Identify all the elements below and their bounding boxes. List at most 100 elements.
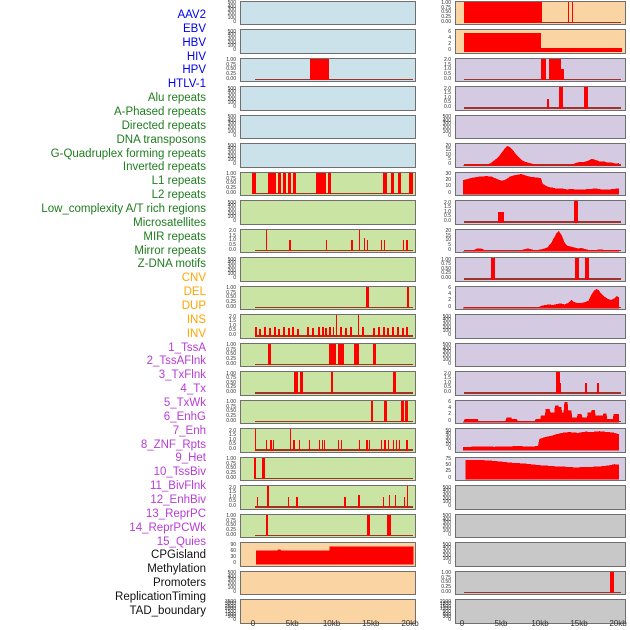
y-tick-label: 0 xyxy=(448,332,451,338)
data-bar xyxy=(254,457,257,479)
track-panel-1_TssA xyxy=(455,57,626,82)
data-area xyxy=(463,431,619,451)
data-bar xyxy=(572,1,574,23)
y-tick-label: 6 xyxy=(448,28,451,35)
data-bar xyxy=(296,496,298,508)
y-tick-label: 400 xyxy=(227,146,236,153)
data-bar xyxy=(292,326,295,337)
track-label-Inverted repeats: Inverted repeats xyxy=(122,161,206,174)
baseline-line xyxy=(464,107,621,109)
track-panel-CPGisland xyxy=(455,485,626,510)
track-panel-2_TssAFlnk xyxy=(455,86,626,111)
y-tick-label: 5 xyxy=(448,156,451,163)
y-tick-label: 1.00 xyxy=(441,256,451,263)
y-tick-label: 1.5 xyxy=(229,318,236,325)
panel-plot-area xyxy=(241,543,415,566)
y-tick-label: 900 xyxy=(442,609,451,616)
data-bar xyxy=(464,1,542,23)
track-panel-4_Tx xyxy=(455,143,626,168)
data-bar xyxy=(265,229,268,251)
data-bar xyxy=(300,372,304,394)
data-bar xyxy=(283,326,285,337)
y-tick-label: 0.75 xyxy=(226,289,236,296)
y-tick-label: 200 xyxy=(227,96,236,103)
y-tick-label: 2.0 xyxy=(229,427,236,434)
data-bar xyxy=(370,400,374,422)
y-tick-label: 2.0 xyxy=(229,313,236,320)
y-tick-label: 0.5 xyxy=(229,441,236,448)
data-bar xyxy=(392,439,395,451)
track-panel-7_Enh xyxy=(455,228,626,253)
data-bar xyxy=(378,326,380,337)
y-tick-label: 400 xyxy=(227,89,236,96)
y-tick-label: 100 xyxy=(442,356,451,363)
data-bar xyxy=(381,439,383,451)
y-tick-label: 500 xyxy=(227,28,236,35)
baseline-line xyxy=(464,392,621,394)
data-bar xyxy=(344,496,346,508)
y-tick-label: 500 xyxy=(227,142,236,149)
data-bar xyxy=(321,439,323,451)
y-axis-ticks: 2.0 1.5 1.0 0.5 0.0 xyxy=(212,314,238,339)
y-axis-ticks: 1.00 0.75 0.50 0.25 0.00 xyxy=(212,172,238,197)
baseline-line xyxy=(255,449,413,451)
track-label-AAV2: AAV2 xyxy=(177,9,206,21)
y-tick-label: 200 xyxy=(442,324,451,331)
y-axis-ticks: 75 50 25 0 xyxy=(427,457,453,482)
track-label-12_EnhBiv: 12_EnhBiv xyxy=(150,493,206,506)
y-tick-label: 0 xyxy=(448,617,451,623)
y-tick-label: 400 xyxy=(442,488,451,495)
y-tick-label: 0 xyxy=(233,588,236,595)
y-tick-label: 200 xyxy=(227,581,236,588)
data-bar xyxy=(287,327,290,337)
y-tick-label: 100 xyxy=(227,584,236,591)
track-label-Alu repeats: Alu repeats xyxy=(147,92,206,105)
track-label-Microsatellites: Microsatellites xyxy=(133,216,206,229)
y-tick-label: 30 xyxy=(445,434,451,441)
data-bar xyxy=(387,327,390,337)
y-tick-label: 0.50 xyxy=(441,9,451,16)
y-tick-label: 500 xyxy=(442,114,451,120)
y-tick-label: 500 xyxy=(442,313,451,320)
y-tick-label: 1.00 xyxy=(226,513,236,519)
y-tick-label: 30 xyxy=(445,171,451,177)
y-tick-label: 0.75 xyxy=(226,375,236,382)
y-tick-label: 0.25 xyxy=(441,270,451,277)
y-tick-label: 400 xyxy=(442,516,451,523)
y-tick-label: 4 xyxy=(448,34,451,41)
data-area xyxy=(463,146,619,166)
data-bar xyxy=(259,328,262,337)
data-bar xyxy=(401,327,404,337)
y-tick-label: 1.5 xyxy=(229,232,236,239)
y-tick-label: 0.75 xyxy=(441,261,451,268)
y-axis-ticks: 1.00 0.75 0.50 0.25 0.00 xyxy=(212,400,238,425)
y-tick-label: 0 xyxy=(233,617,236,623)
panel-plot-area xyxy=(456,515,625,538)
data-bar xyxy=(267,486,269,508)
panel-plot-area xyxy=(241,429,415,452)
y-tick-label: 0 xyxy=(233,18,236,25)
y-tick-label: 2.0 xyxy=(229,228,236,234)
y-tick-label: 0 xyxy=(233,161,236,167)
track-label-5_TxWk: 5_TxWk xyxy=(163,396,206,409)
data-bar xyxy=(399,439,401,451)
y-axis-ticks: 2.0 1.5 1.0 0.5 0.0 xyxy=(212,229,238,254)
panel-plot-area xyxy=(456,401,625,424)
track-panel-Promoters xyxy=(455,542,626,567)
panel-plot-area xyxy=(456,144,625,167)
y-tick-label: 10 xyxy=(445,183,451,190)
y-tick-label: 1.0 xyxy=(444,379,451,386)
y-axis-ticks: 2.0 1.5 1.0 0.5 0.0 xyxy=(212,485,238,510)
data-bar xyxy=(322,326,324,337)
track-panel-A-Phased repeats xyxy=(240,200,416,225)
panel-plot-area xyxy=(241,457,415,481)
y-tick-label: 1.00 xyxy=(226,370,236,377)
y-tick-label: 50 xyxy=(445,427,451,434)
track-panel-9_Het xyxy=(455,285,626,310)
y-tick-label: 1800 xyxy=(439,601,451,608)
data-bar xyxy=(264,326,267,337)
data-bar xyxy=(560,69,564,80)
track-label-HPV: HPV xyxy=(182,64,206,77)
track-panel-Alu repeats xyxy=(240,171,416,196)
